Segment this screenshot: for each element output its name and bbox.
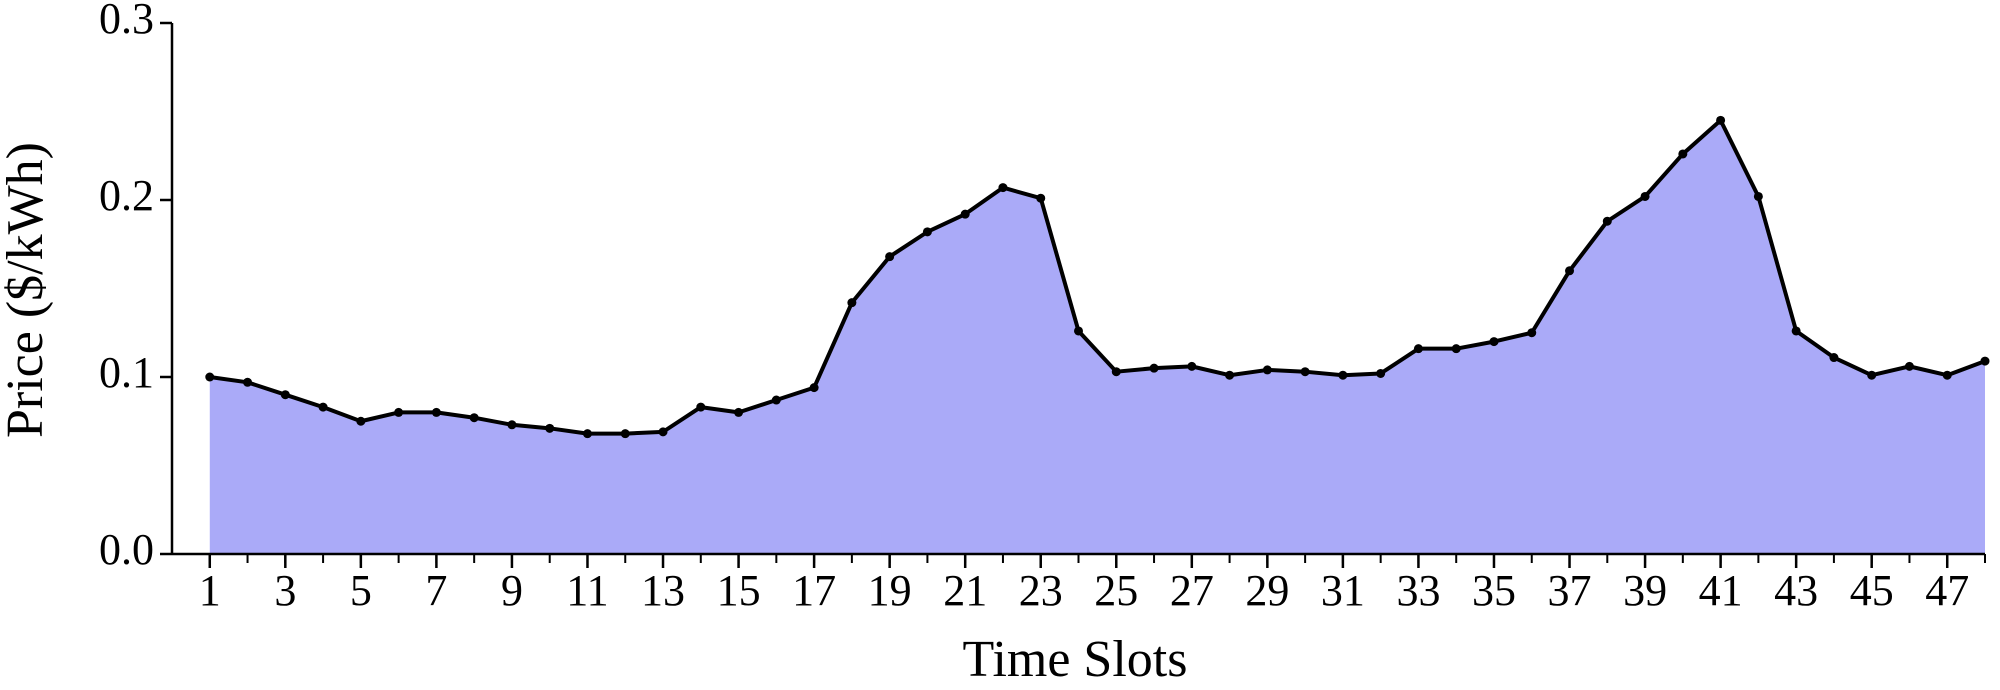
point (582, 429, 592, 439)
x-tick-label: 47 (1925, 566, 1969, 615)
point (847, 298, 857, 308)
x-tick-label: 9 (501, 566, 523, 615)
x-tick-label: 7 (425, 566, 447, 615)
x-tick-label: 33 (1396, 566, 1440, 615)
point (1376, 368, 1386, 378)
point (1262, 365, 1272, 375)
point (960, 209, 970, 219)
point (1867, 370, 1877, 380)
point (1413, 344, 1423, 354)
y-tick-label: 0.1 (99, 348, 154, 397)
y-tick-label: 0.2 (99, 171, 154, 220)
point (469, 413, 479, 423)
y-tick-label: 0.3 (99, 0, 154, 43)
point (922, 227, 932, 237)
point (205, 372, 215, 382)
x-tick-label: 5 (350, 566, 372, 615)
point (1565, 266, 1575, 276)
x-tick-label: 45 (1850, 566, 1894, 615)
point (620, 429, 630, 439)
x-tick-label: 13 (641, 566, 685, 615)
point (243, 377, 253, 387)
x-tick-label: 39 (1623, 566, 1667, 615)
point (394, 407, 404, 417)
x-tick-label: 15 (717, 566, 761, 615)
point (1980, 356, 1990, 366)
area (209, 120, 1985, 554)
x-tick-label: 25 (1094, 566, 1138, 615)
point (998, 183, 1008, 193)
point (318, 402, 328, 412)
y-tick-label: 0.0 (99, 525, 154, 574)
point (1149, 363, 1159, 373)
point (1942, 370, 1952, 380)
point (696, 402, 706, 412)
x-tick-label: 17 (792, 566, 836, 615)
point (1225, 370, 1235, 380)
point (1300, 367, 1310, 377)
point (1338, 370, 1348, 380)
point (1111, 367, 1121, 377)
x-tick-label: 19 (868, 566, 912, 615)
point (1602, 216, 1612, 226)
point (1640, 191, 1650, 201)
x-tick-label: 29 (1245, 566, 1289, 615)
point (1451, 344, 1461, 354)
x-tick-label: 21 (943, 566, 987, 615)
x-tick-label: 1 (199, 566, 221, 615)
x-tick-label: 35 (1472, 566, 1516, 615)
point (658, 427, 668, 437)
y-axis-title: Price ($/kWh) (0, 142, 54, 438)
x-tick-label: 37 (1548, 566, 1592, 615)
point (1074, 326, 1083, 336)
point (1791, 326, 1801, 336)
point (431, 407, 441, 417)
point (280, 390, 290, 400)
x-tick-label: 41 (1699, 566, 1743, 615)
point (885, 252, 895, 262)
point (1904, 361, 1914, 371)
point (734, 407, 744, 417)
x-tick-label: 11 (566, 566, 608, 615)
point (1527, 328, 1537, 338)
point (1829, 353, 1839, 363)
x-tick-label: 43 (1774, 566, 1818, 615)
x-tick-label: 3 (274, 566, 296, 615)
x-tick-label: 27 (1170, 566, 1214, 615)
x-tick-label: 23 (1019, 566, 1063, 615)
point (809, 383, 819, 393)
x-tick-label: 31 (1321, 566, 1365, 615)
point (1489, 337, 1499, 347)
point (507, 420, 517, 430)
point (771, 395, 781, 405)
point (545, 423, 555, 433)
point (1716, 115, 1726, 125)
point (356, 416, 366, 426)
point (1753, 191, 1763, 201)
line (209, 118, 1986, 436)
x-axis-title: Time Slots (963, 631, 1188, 688)
point (1187, 361, 1197, 371)
point (1678, 149, 1688, 159)
point (1036, 193, 1046, 203)
